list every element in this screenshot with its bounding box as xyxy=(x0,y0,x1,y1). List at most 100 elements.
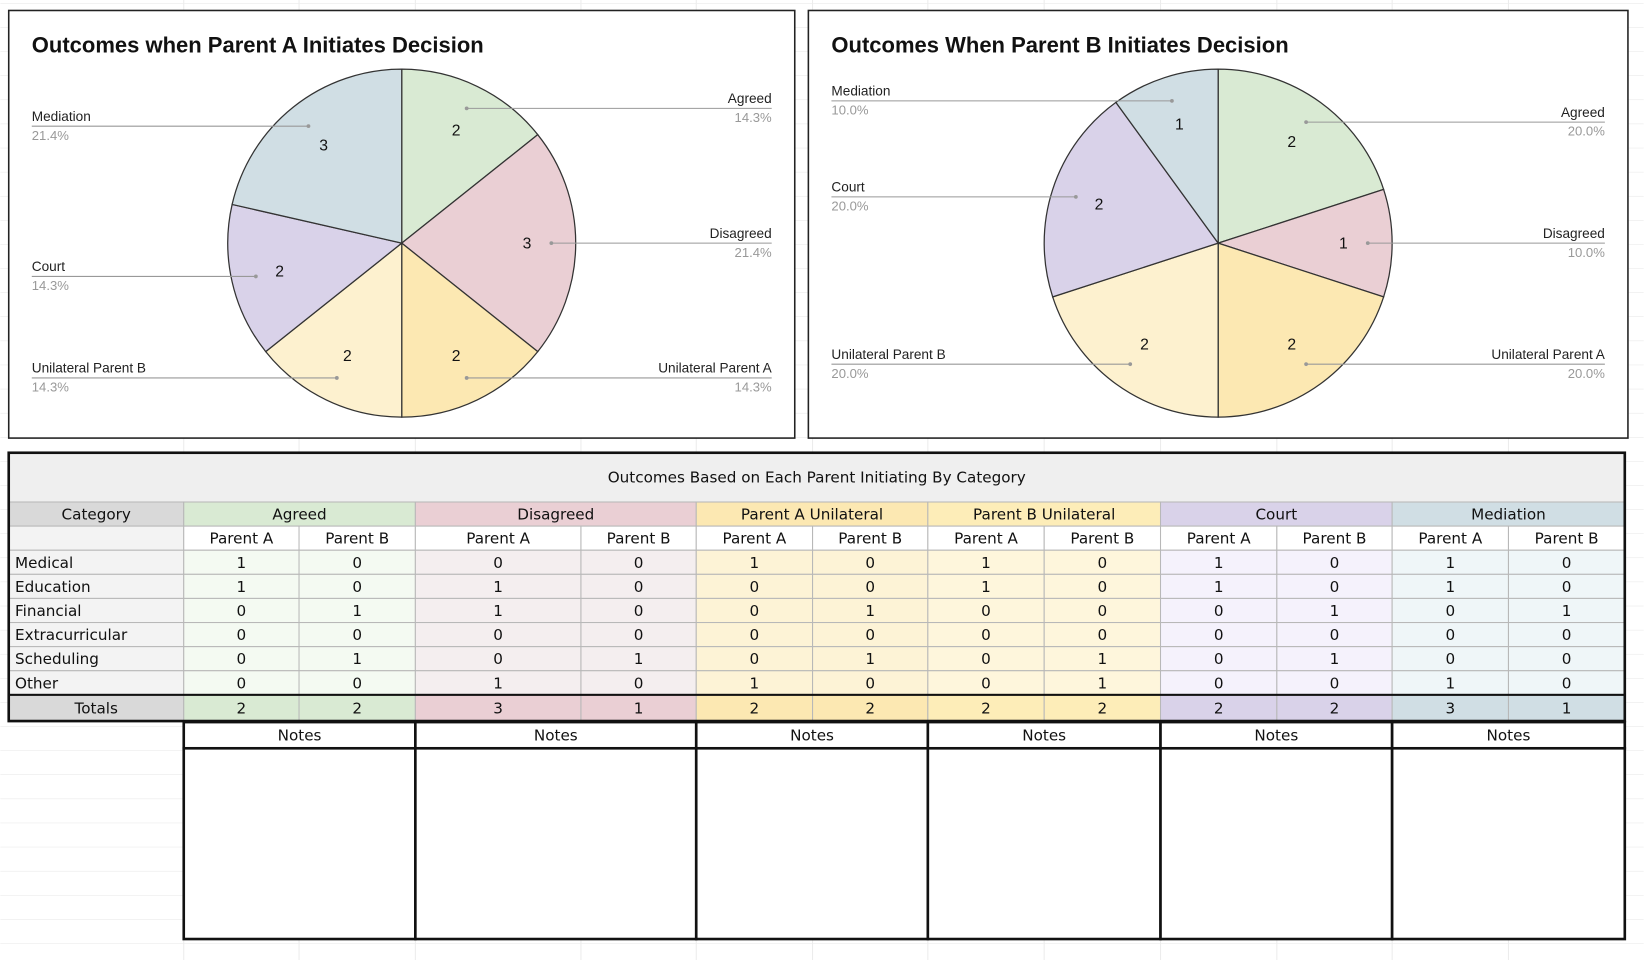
cell xyxy=(8,670,185,696)
column-header: Disagreed xyxy=(517,506,594,524)
cell xyxy=(1159,501,1393,527)
table-cell: 0 xyxy=(237,602,247,620)
table-cell: 1 xyxy=(750,554,760,572)
table-cell: 0 xyxy=(352,626,362,644)
slice-name-label: Mediation xyxy=(831,84,890,99)
pie-slice xyxy=(1043,101,1220,298)
row-label: Education xyxy=(15,578,91,596)
pie-slice xyxy=(1217,68,1385,245)
sub-header: Parent B xyxy=(325,530,389,548)
sub-header: Parent A xyxy=(466,530,530,548)
cell xyxy=(1391,694,1509,722)
table-cell: 1 xyxy=(1098,674,1108,692)
totals-label: Totals xyxy=(74,699,118,717)
table-cell: 0 xyxy=(1562,578,1572,596)
cell xyxy=(1159,573,1278,599)
slice-name-label: Mediation xyxy=(32,109,91,124)
table-cell: 1 xyxy=(634,650,644,668)
table-cell: 0 xyxy=(493,626,503,644)
table-cell: 0 xyxy=(634,626,644,644)
slice-value-label: 1 xyxy=(1339,235,1348,252)
column-header: Agreed xyxy=(272,506,326,524)
cell xyxy=(695,622,814,648)
total-cell: 2 xyxy=(352,699,362,717)
table-cell: 1 xyxy=(237,578,247,596)
slice-percent-label: 14.3% xyxy=(735,380,772,395)
table-cell: 0 xyxy=(1445,602,1455,620)
leader-dot xyxy=(549,241,554,246)
table-cell: 0 xyxy=(1214,650,1224,668)
cell xyxy=(414,549,582,575)
table-cell: 0 xyxy=(493,650,503,668)
notes-box xyxy=(1159,746,1394,941)
table-cell: 0 xyxy=(750,650,760,668)
slice-name-label: Disagreed xyxy=(710,226,772,241)
table-cell: 1 xyxy=(352,650,362,668)
leader-dot xyxy=(253,274,258,279)
cell xyxy=(1276,573,1393,599)
row-label: Medical xyxy=(15,554,73,572)
cell xyxy=(695,501,929,527)
leader-dot xyxy=(1073,195,1078,199)
cell xyxy=(1043,549,1162,575)
notes-box xyxy=(1390,746,1627,941)
cell xyxy=(1507,694,1626,722)
table-cell: 0 xyxy=(1562,650,1572,668)
table-cell: 0 xyxy=(1445,626,1455,644)
table-cell: 0 xyxy=(352,674,362,692)
cell xyxy=(8,452,1626,503)
leader-dot xyxy=(1304,120,1308,124)
slice-percent-label: 10.0% xyxy=(1568,245,1605,260)
table-cell: 0 xyxy=(750,602,760,620)
cell xyxy=(183,501,416,527)
chart-title: Outcomes When Parent B Initiates Decisio… xyxy=(831,32,1288,57)
total-cell: 1 xyxy=(1562,699,1572,717)
slice-name-label: Disagreed xyxy=(1543,226,1605,241)
slice-percent-label: 20.0% xyxy=(1568,366,1605,381)
slice-value-label: 2 xyxy=(1287,134,1296,151)
table-cell: 1 xyxy=(1214,578,1224,596)
table-cell: 1 xyxy=(1330,602,1340,620)
table-cell: 0 xyxy=(1562,626,1572,644)
slice-percent-label: 20.0% xyxy=(831,199,868,214)
table-cell: 0 xyxy=(1214,602,1224,620)
pie-slice xyxy=(264,241,403,418)
slice-percent-label: 20.0% xyxy=(831,366,868,381)
cell xyxy=(580,525,697,551)
pie-slice xyxy=(1115,68,1219,246)
table-cell: 0 xyxy=(237,626,247,644)
cell xyxy=(8,525,185,551)
table-cell: 0 xyxy=(981,626,991,644)
slice-value-label: 2 xyxy=(1095,197,1104,214)
total-cell: 2 xyxy=(1214,699,1224,717)
table-cell: 0 xyxy=(352,554,362,572)
slice-name-label: Unilateral Parent B xyxy=(32,361,146,376)
cell xyxy=(414,622,582,648)
cell xyxy=(1391,670,1509,696)
pie-slice xyxy=(401,68,539,245)
row-label: Extracurricular xyxy=(15,626,128,644)
slice-value-label: 3 xyxy=(319,137,328,154)
table-cell: 0 xyxy=(981,602,991,620)
slice-value-label: 2 xyxy=(1287,337,1296,354)
table-cell: 0 xyxy=(1330,674,1340,692)
slice-name-label: Court xyxy=(831,180,864,195)
leader-dot xyxy=(1365,241,1370,246)
slice-value-label: 2 xyxy=(452,123,461,140)
table-cell: 0 xyxy=(1330,554,1340,572)
table-cell: 1 xyxy=(750,674,760,692)
notes-label: Notes xyxy=(534,727,578,745)
cell xyxy=(1159,549,1278,575)
notes-label: Notes xyxy=(278,727,322,745)
notes-box xyxy=(182,746,417,941)
cell xyxy=(927,646,1045,672)
slice-value-label: 2 xyxy=(452,348,461,365)
cell xyxy=(580,622,697,648)
pie-chart: Outcomes when Parent A Initiates Decisio… xyxy=(7,9,796,439)
notes-label: Notes xyxy=(1022,727,1066,745)
table-cell: 1 xyxy=(1098,650,1108,668)
cell xyxy=(298,525,416,551)
sub-header: Parent B xyxy=(1303,530,1367,548)
